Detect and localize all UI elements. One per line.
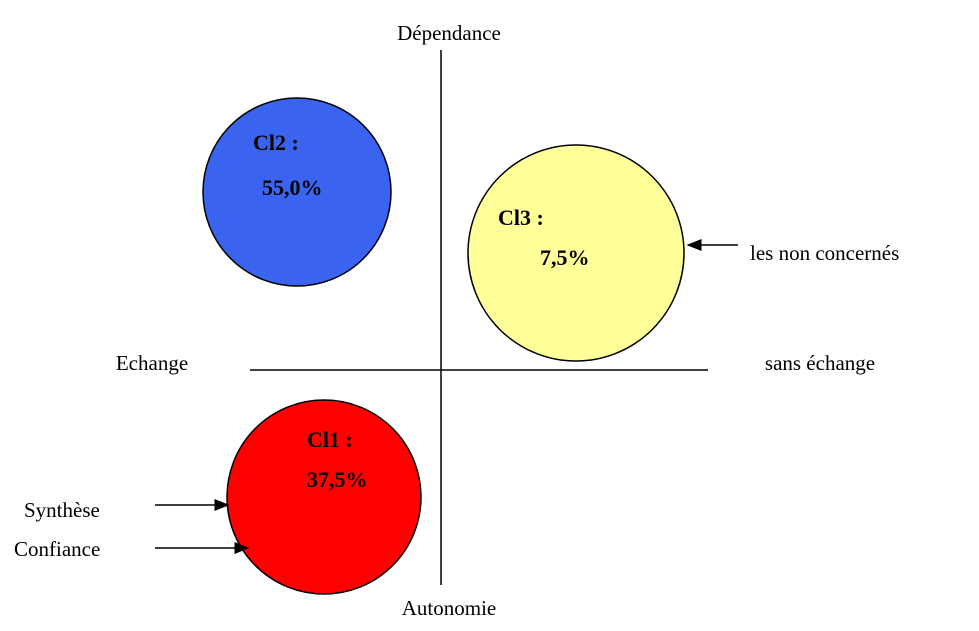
cluster-circle — [202, 97, 392, 287]
annotation: Confiance — [14, 537, 100, 561]
annotation: les non concernés — [750, 241, 899, 265]
cluster-name: Cl1 : — [307, 427, 353, 452]
axis-label-bottom: Autonomie — [402, 596, 497, 620]
axis-label-left: Echange — [116, 351, 188, 375]
annotation: Synthèse — [24, 498, 100, 522]
axis-label-top: Dépendance — [397, 21, 501, 45]
cluster-share: 55,0% — [262, 175, 323, 200]
cluster-circle — [226, 399, 422, 595]
cluster-name: Cl3 : — [498, 205, 544, 230]
cluster-circle — [467, 144, 685, 362]
cluster-name: Cl2 : — [253, 130, 299, 155]
cluster-share: 7,5% — [540, 245, 590, 270]
cluster-share: 37,5% — [307, 467, 368, 492]
axis-label-right: sans échange — [765, 351, 875, 375]
